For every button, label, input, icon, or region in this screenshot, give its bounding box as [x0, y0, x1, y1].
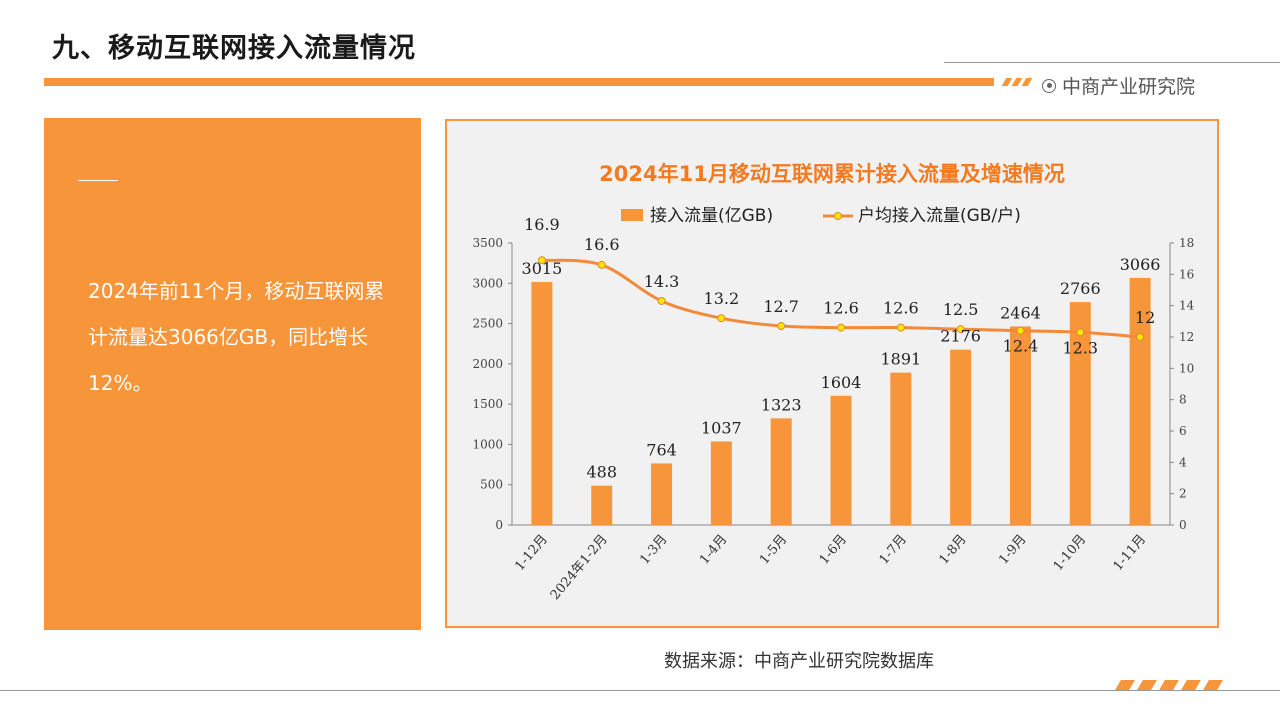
legend-line-label: 户均接入流量(GB/户) [858, 206, 1021, 226]
line-value-label: 12.5 [943, 300, 979, 319]
brand: 中商产业研究院 [1042, 72, 1195, 99]
bar-value-label: 1323 [761, 395, 802, 414]
x-tick-label: 1-8月 [936, 532, 969, 568]
bar [770, 418, 792, 525]
bar-value-label: 764 [646, 440, 677, 459]
bar [890, 372, 912, 525]
bar-value-label: 2766 [1060, 279, 1101, 298]
line-point [1076, 328, 1085, 337]
line-value-label: 12.6 [883, 299, 919, 318]
bar [1069, 302, 1091, 525]
y-left-tick-label: 2000 [472, 357, 503, 371]
x-tick-label: 1-5月 [757, 532, 790, 568]
line-value-label: 12.4 [1003, 337, 1039, 356]
bar-value-label: 3066 [1120, 255, 1161, 274]
bar-value-label: 3015 [522, 259, 563, 278]
footer-stripes [1115, 680, 1248, 690]
bar [950, 349, 972, 525]
summary-dash [78, 180, 118, 181]
brand-name: 中商产业研究院 [1062, 76, 1196, 98]
bar-value-label: 488 [586, 463, 617, 482]
chart-title: 2024年11月移动互联网累计接入流量及增速情况 [599, 162, 1065, 186]
bar [591, 485, 613, 525]
x-tick-label: 1-9月 [996, 532, 1029, 568]
line-value-label: 16.9 [524, 215, 560, 234]
line-point [1136, 333, 1145, 341]
footer-divider [0, 690, 1280, 691]
y-left-tick-label: 2500 [472, 317, 503, 331]
legend-bar-label: 接入流量(亿GB) [650, 206, 773, 226]
y-left-tick-label: 1000 [472, 437, 503, 451]
y-right-tick-label: 8 [1179, 393, 1187, 407]
x-tick-label: 1-10月 [1051, 532, 1090, 574]
bar [651, 463, 673, 525]
x-tick-label: 1-3月 [637, 532, 670, 568]
data-source: 数据来源：中商产业研究院数据库 [664, 651, 934, 672]
line-point [537, 256, 546, 265]
bar [830, 395, 852, 525]
line-point [1016, 326, 1025, 335]
header-accent-bar [44, 78, 994, 86]
line-point [896, 323, 905, 332]
bar-value-label: 2464 [1000, 303, 1041, 322]
bar-value-label: 2176 [940, 327, 981, 346]
bar [710, 441, 732, 525]
bar [1009, 326, 1031, 525]
y-right-tick-label: 10 [1179, 361, 1194, 375]
x-tick-label: 1-7月 [877, 532, 910, 568]
y-left-tick-label: 1500 [472, 397, 503, 411]
bar [531, 282, 553, 525]
bar-value-label: 1891 [880, 350, 921, 369]
y-left-tick-label: 3000 [472, 276, 503, 290]
y-right-tick-label: 18 [1179, 236, 1194, 250]
target-icon [1042, 78, 1056, 93]
summary-text: 2024年前11个月，移动互联网累计流量达3066亿GB，同比增长12%。 [88, 279, 385, 395]
y-right-tick-label: 16 [1179, 267, 1194, 281]
line-point [777, 322, 786, 331]
header-divider [944, 62, 1280, 63]
line-value-label: 12.7 [763, 297, 799, 316]
x-tick-label: 1-12月 [512, 532, 551, 574]
line-point [837, 323, 845, 332]
y-left-tick-label: 500 [480, 478, 503, 492]
x-tick-label: 2024年1-2月 [548, 532, 611, 603]
legend-bar-swatch [621, 209, 643, 221]
line-value-label: 12.3 [1062, 338, 1098, 357]
summary-panel: 2024年前11个月，移动互联网累计流量达3066亿GB，同比增长12%。 [44, 118, 421, 630]
y-right-tick-label: 0 [1179, 518, 1187, 532]
y-right-tick-label: 6 [1179, 424, 1187, 438]
y-left-tick-label: 0 [495, 518, 503, 532]
line-value-label: 12.6 [823, 299, 859, 318]
y-right-tick-label: 12 [1179, 330, 1194, 344]
x-tick-label: 1-11月 [1111, 532, 1150, 574]
y-right-tick-label: 2 [1179, 487, 1187, 501]
x-tick-label: 1-4月 [697, 532, 730, 568]
line-value-label: 16.6 [584, 235, 620, 254]
bar [1129, 277, 1151, 525]
line-point [657, 296, 666, 305]
line-point [597, 260, 606, 269]
bar-value-label: 1604 [821, 373, 862, 392]
line-point [717, 314, 726, 323]
line-value-label: 13.2 [704, 289, 740, 308]
y-right-tick-label: 4 [1179, 455, 1187, 469]
bar-value-label: 1037 [701, 418, 742, 437]
y-left-tick-label: 3500 [472, 236, 503, 250]
line-value-label: 14.3 [644, 272, 680, 291]
page-title: 九、移动互联网接入流量情况 [52, 33, 416, 64]
x-tick-label: 1-6月 [817, 532, 850, 568]
legend-line-marker [834, 212, 842, 220]
line-value-label: 12 [1135, 308, 1155, 327]
line-point [956, 325, 965, 334]
y-right-tick-label: 14 [1179, 299, 1195, 313]
